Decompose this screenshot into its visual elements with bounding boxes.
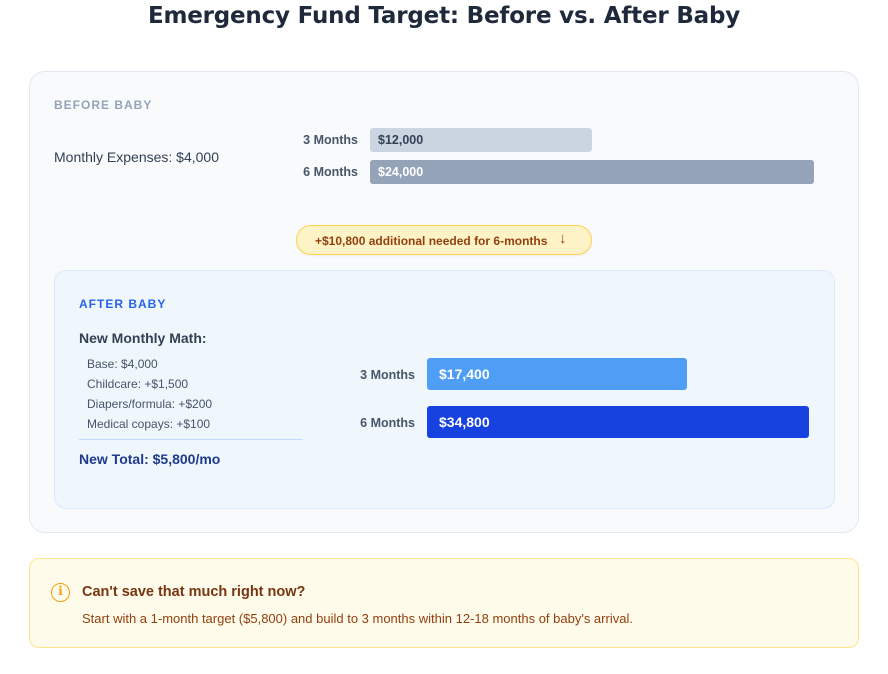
additional-needed-text: +$10,800 additional needed for 6-months bbox=[315, 234, 548, 248]
arrow-down-icon: ↓ bbox=[559, 230, 567, 247]
tip-title: Can't save that much right now? bbox=[82, 584, 306, 600]
info-icon: i bbox=[51, 583, 70, 602]
after-baby-panel: AFTER BABY New Monthly Math: Base: $4,00… bbox=[54, 270, 835, 509]
math-item-childcare: Childcare: +$1,500 bbox=[87, 377, 189, 391]
before-3-months-value: $12,000 bbox=[378, 133, 424, 147]
comparison-card: BEFORE BABY Monthly Expenses: $4,000 3 M… bbox=[29, 71, 859, 533]
before-section-label: BEFORE BABY bbox=[54, 98, 153, 112]
before-6-months-value: $24,000 bbox=[378, 165, 424, 179]
additional-needed-pill: +$10,800 additional needed for 6-months … bbox=[296, 225, 592, 255]
new-monthly-math-title: New Monthly Math: bbox=[79, 330, 207, 346]
new-total: New Total: $5,800/mo bbox=[79, 451, 221, 467]
after-3-months-bar: $17,400 bbox=[427, 358, 687, 390]
after-6-months-bar: $34,800 bbox=[427, 406, 809, 438]
after-section-label: AFTER BABY bbox=[79, 297, 167, 311]
after-6-months-value: $34,800 bbox=[439, 414, 490, 430]
after-3-months-label: 3 Months bbox=[360, 368, 415, 382]
before-3-months-label: 3 Months bbox=[303, 133, 358, 147]
math-item-diapers: Diapers/formula: +$200 bbox=[87, 397, 213, 411]
savings-tip-callout: i Can't save that much right now? Start … bbox=[29, 558, 859, 648]
math-item-medical: Medical copays: +$100 bbox=[87, 417, 211, 431]
math-item-base: Base: $4,000 bbox=[87, 357, 158, 371]
before-6-months-label: 6 Months bbox=[303, 165, 358, 179]
tip-text: Start with a 1-month target ($5,800) and… bbox=[82, 611, 633, 626]
after-3-months-value: $17,400 bbox=[439, 366, 490, 382]
before-monthly-expenses: Monthly Expenses: $4,000 bbox=[54, 149, 219, 165]
before-3-months-bar: $12,000 bbox=[370, 128, 592, 152]
before-6-months-bar: $24,000 bbox=[370, 160, 814, 184]
page-title: Emergency Fund Target: Before vs. After … bbox=[147, 3, 741, 29]
math-divider bbox=[79, 439, 303, 440]
after-6-months-label: 6 Months bbox=[360, 416, 415, 430]
